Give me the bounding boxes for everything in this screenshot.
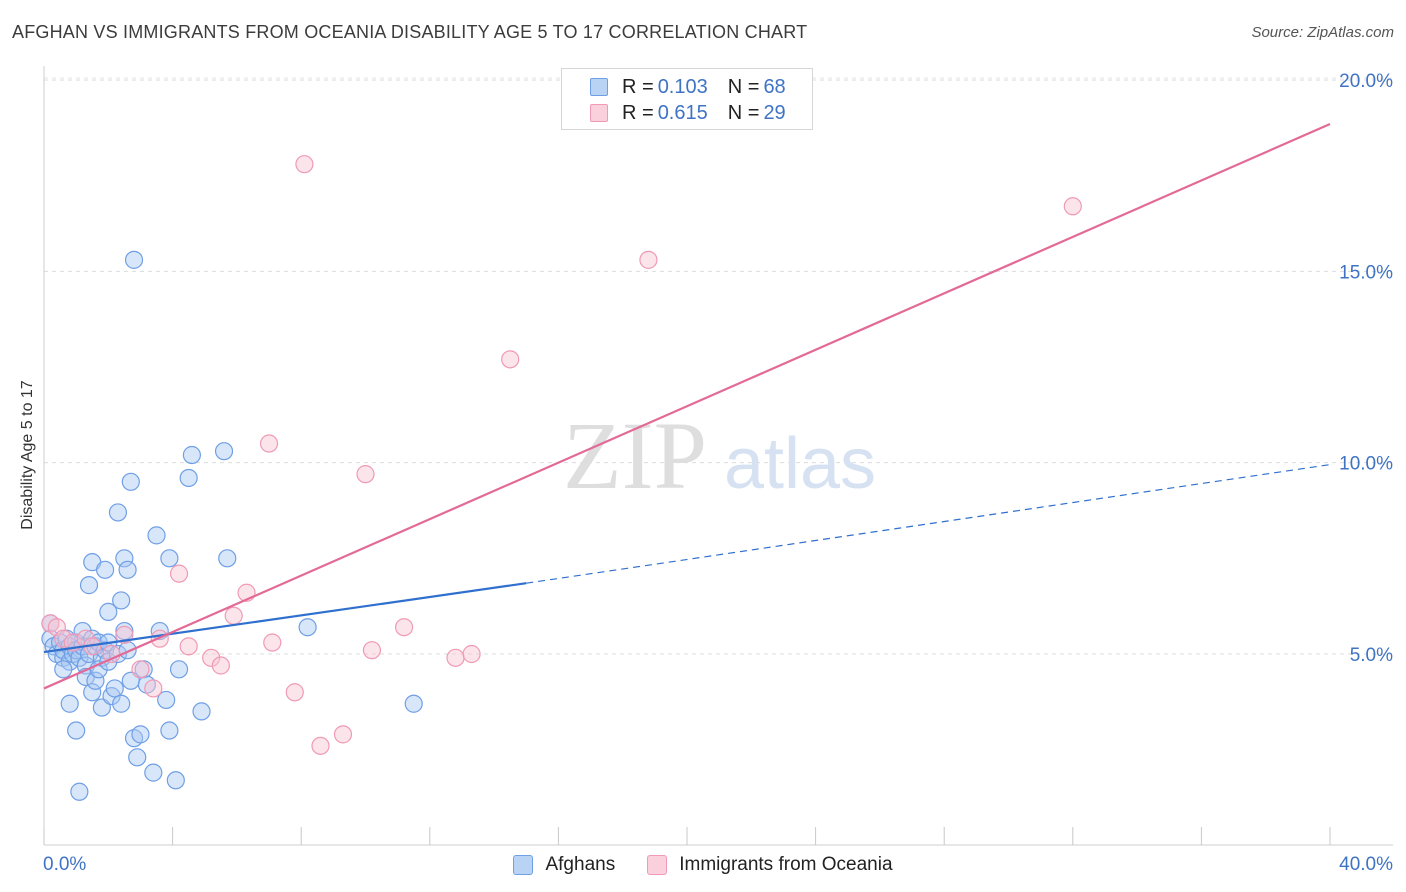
data-point <box>108 503 128 522</box>
data-point <box>263 633 282 652</box>
x-tick-label-max: 40.0% <box>1339 854 1393 875</box>
legend-swatch-afghans <box>590 78 608 96</box>
data-point <box>166 771 185 790</box>
data-point <box>144 763 163 782</box>
data-point <box>124 250 144 269</box>
trend-line-oceania <box>43 122 1331 690</box>
data-point <box>404 694 423 713</box>
data-point <box>639 250 658 269</box>
data-point <box>1063 197 1082 216</box>
legend-label-oceania: Immigrants from Oceania <box>679 854 893 875</box>
data-point <box>99 602 118 622</box>
oceania-points <box>41 155 1082 755</box>
data-point <box>182 445 201 465</box>
data-point <box>211 656 230 675</box>
data-point <box>144 679 163 698</box>
watermark-zip: ZIP <box>563 402 707 509</box>
data-point <box>115 549 134 568</box>
series-legend: Afghans Immigrants from Oceania <box>0 852 1406 878</box>
legend-r-value: 0.103 <box>657 75 708 98</box>
legend-row-oceania: R = 0.615 N = 29 <box>590 100 786 126</box>
legend-n-label: N = <box>727 101 760 124</box>
legend-n-label: N = <box>727 75 760 98</box>
data-point <box>224 606 243 625</box>
data-point <box>311 736 330 755</box>
source-label: Source: ZipAtlas.com <box>1251 24 1394 41</box>
data-point <box>214 442 234 461</box>
trend-lines <box>43 122 1331 690</box>
gridlines <box>44 77 1393 655</box>
data-point <box>112 694 131 713</box>
legend-item-afghans[interactable]: Afghans <box>513 854 615 876</box>
data-point <box>47 618 66 637</box>
data-point <box>118 560 137 579</box>
watermark: ZIP atlas <box>563 402 876 509</box>
data-point <box>60 694 79 713</box>
data-point <box>70 782 89 801</box>
data-point <box>128 748 147 767</box>
trend-line-afghans-extension <box>526 463 1331 584</box>
afghans-points <box>41 250 423 801</box>
watermark-atlas: atlas <box>724 424 876 504</box>
data-point <box>54 629 73 648</box>
data-point <box>446 648 465 667</box>
axes <box>43 66 1393 846</box>
data-point <box>105 679 124 698</box>
y-tick-label: 20.0% <box>1339 71 1393 92</box>
data-point <box>179 637 198 656</box>
x-tick-label-min: 0.0% <box>43 854 86 875</box>
legend-n-value: 29 <box>763 101 786 124</box>
data-point <box>160 721 179 740</box>
legend-swatch-afghans <box>513 855 534 875</box>
legend-swatch-oceania <box>647 855 668 875</box>
data-point <box>131 660 150 679</box>
chart-title: AFGHAN VS IMMIGRANTS FROM OCEANIA DISABI… <box>12 22 808 42</box>
data-point <box>83 683 102 702</box>
data-point <box>131 725 150 744</box>
legend-label-afghans: Afghans <box>545 854 616 875</box>
data-point <box>295 155 314 174</box>
data-point <box>95 560 115 579</box>
data-point <box>333 725 353 744</box>
data-point <box>356 465 375 484</box>
data-point <box>462 644 481 664</box>
y-tick-label: 5.0% <box>1350 645 1393 666</box>
data-point <box>112 591 131 610</box>
legend-item-oceania[interactable]: Immigrants from Oceania <box>647 854 893 876</box>
y-tick-label: 15.0% <box>1339 262 1393 283</box>
data-point <box>192 702 211 721</box>
data-point <box>179 468 198 488</box>
legend-r-label: R = <box>622 75 654 98</box>
data-point <box>298 618 317 637</box>
data-point <box>121 472 140 491</box>
data-point <box>501 350 520 369</box>
data-point <box>285 683 304 702</box>
data-point <box>169 564 189 583</box>
legend-n-value: 68 <box>763 75 786 98</box>
data-point <box>362 641 382 660</box>
data-point <box>86 671 105 690</box>
legend-row-afghans: R = 0.103 N = 68 <box>590 74 786 100</box>
legend-r-value: 0.615 <box>657 101 708 124</box>
data-point <box>147 526 166 545</box>
data-point <box>259 434 279 453</box>
data-point <box>157 690 176 710</box>
data-point <box>79 576 99 595</box>
legend-r-label: R = <box>622 101 654 124</box>
y-tick-label: 10.0% <box>1339 454 1393 475</box>
y-tick-labels: 5.0% 10.0% 15.0% 20.0% <box>1339 71 1393 666</box>
data-point <box>218 549 237 568</box>
data-point <box>169 660 189 679</box>
data-point <box>160 549 179 568</box>
correlation-legend: R = 0.103 N = 68 R = 0.615 N = 29 <box>561 68 813 130</box>
legend-swatch-oceania <box>590 104 608 122</box>
data-point <box>67 721 86 740</box>
data-point <box>394 618 414 637</box>
trend-line-afghans <box>43 582 527 654</box>
data-point <box>54 660 73 679</box>
data-point <box>202 648 221 667</box>
